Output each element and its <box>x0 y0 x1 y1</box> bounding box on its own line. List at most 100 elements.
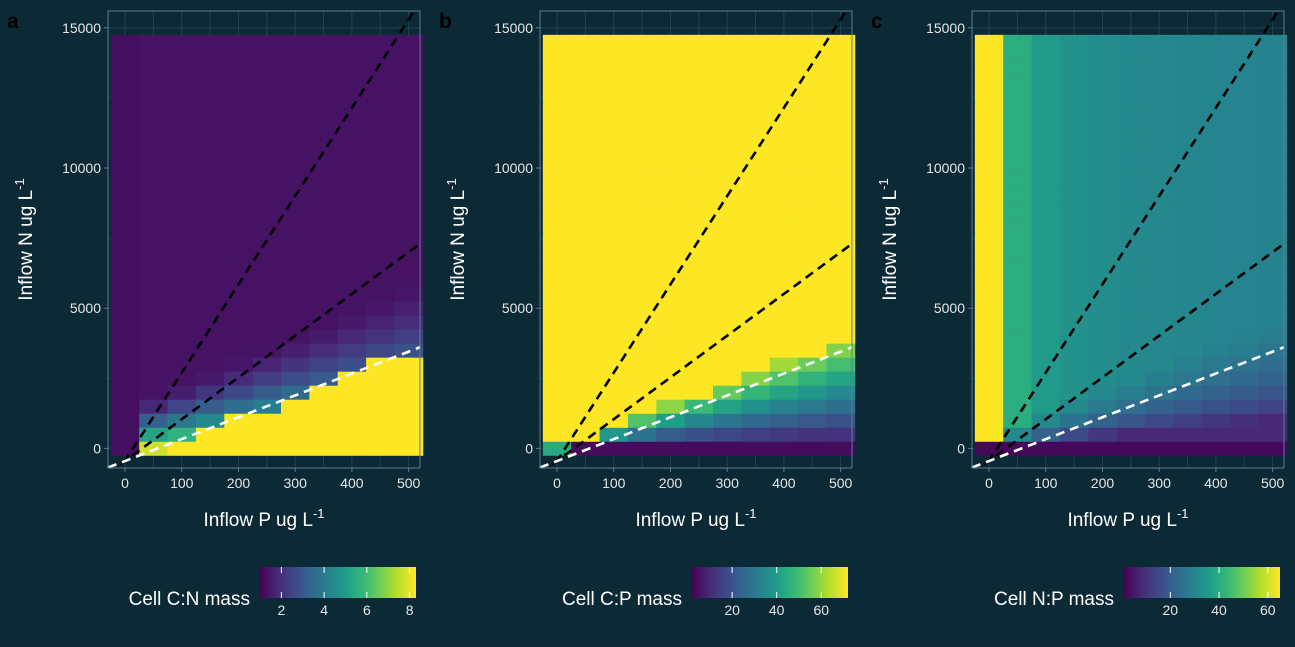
heatmap-cell <box>571 287 600 302</box>
heatmap-cell <box>195 259 225 274</box>
heatmap-cell <box>741 90 771 106</box>
heatmap-cell <box>542 385 572 400</box>
heatmap-cell <box>1003 287 1032 302</box>
heatmap-cell <box>309 259 339 274</box>
heatmap-cell <box>224 189 254 204</box>
heatmap-cell <box>252 118 282 134</box>
heatmap-cell <box>1088 301 1118 316</box>
heatmap-cell <box>627 273 657 288</box>
heatmap-cell <box>1059 315 1089 330</box>
x-tick-label: 400 <box>340 475 364 491</box>
heatmap-cell <box>1059 441 1089 456</box>
heatmap-cell <box>1258 287 1288 302</box>
heatmap-cell <box>309 441 339 456</box>
heatmap-cell <box>798 146 827 162</box>
heatmap-cell <box>252 385 282 400</box>
heatmap-cell <box>309 104 339 120</box>
heatmap-cell <box>1230 175 1259 190</box>
heatmap-cell <box>741 273 771 288</box>
heatmap-cell <box>826 441 856 456</box>
heatmap-cell <box>309 34 339 50</box>
heatmap-cell <box>571 315 600 330</box>
heatmap-cell <box>656 315 686 330</box>
heatmap-cell <box>139 146 168 162</box>
heatmap-cell <box>1173 132 1203 148</box>
heatmap-cell <box>571 399 600 414</box>
heatmap-cell <box>195 315 225 330</box>
heatmap-cell <box>1173 118 1203 134</box>
heatmap-cell <box>1088 175 1118 190</box>
heatmap-cell <box>366 427 395 442</box>
heatmap-cell <box>1003 132 1032 148</box>
heatmap-cell <box>741 76 771 92</box>
heatmap-cell <box>224 132 254 148</box>
heatmap-cell <box>684 259 714 274</box>
heatmap-cell <box>1088 385 1118 400</box>
heatmap-cell <box>195 146 225 162</box>
heatmap-cell <box>167 259 197 274</box>
heatmap-cell <box>1088 90 1118 106</box>
heatmap-cell <box>1116 371 1146 386</box>
heatmap-cell <box>281 441 310 456</box>
heatmap-cell <box>337 118 367 134</box>
heatmap-cell <box>195 118 225 134</box>
heatmap-cell <box>1201 161 1231 176</box>
heatmap-cell <box>366 203 395 218</box>
heatmap-cell <box>1173 90 1203 106</box>
heatmap-cell <box>366 132 395 148</box>
heatmap-cell <box>684 175 714 190</box>
heatmap-cell <box>1145 104 1174 120</box>
heatmap-cell <box>769 189 799 204</box>
heatmap-cell <box>1116 287 1146 302</box>
heatmap-cell <box>1031 329 1061 344</box>
heatmap-cell <box>1201 62 1231 78</box>
heatmap-cell <box>1031 132 1061 148</box>
heatmap-cell <box>656 161 686 176</box>
heatmap-cell <box>741 146 771 162</box>
heatmap-cell <box>599 273 629 288</box>
heatmap-cell <box>1201 48 1231 64</box>
heatmap-cell <box>769 357 799 372</box>
heatmap-cell <box>1258 301 1288 316</box>
heatmap-cell <box>252 161 282 176</box>
heatmap-cell <box>1088 329 1118 344</box>
heatmap-cell <box>167 441 197 456</box>
heatmap-cell <box>1031 118 1061 134</box>
heatmap-cell <box>309 301 339 316</box>
heatmap-cell <box>394 399 424 414</box>
heatmap-cell <box>542 118 572 134</box>
heatmap-cell <box>656 48 686 64</box>
heatmap-cell <box>1059 259 1089 274</box>
heatmap-cell <box>1201 245 1231 260</box>
heatmap-cell <box>1059 357 1089 372</box>
heatmap-cell <box>1059 104 1089 120</box>
heatmap-cell <box>974 413 1004 428</box>
heatmap-cell <box>599 231 629 246</box>
heatmap-cell <box>139 203 168 218</box>
heatmap-cell <box>252 90 282 106</box>
heatmap-cell <box>571 90 600 106</box>
heatmap-cell <box>110 273 140 288</box>
heatmap-cell <box>656 175 686 190</box>
dashed-line-2 <box>977 242 1284 468</box>
heatmap-cell <box>713 315 742 330</box>
heatmap-cell <box>684 217 714 232</box>
heatmap-cell <box>974 329 1004 344</box>
heatmap-cell <box>571 104 600 120</box>
heatmap-cell <box>309 343 339 358</box>
heatmap-cell <box>974 76 1004 92</box>
heatmap-cell <box>309 161 339 176</box>
x-axis-label: Inflow P ug L-1 <box>1067 506 1188 531</box>
heatmap-cell <box>1145 48 1174 64</box>
heatmap-cell <box>656 132 686 148</box>
heatmap-cell <box>1031 343 1061 358</box>
heatmap-cell <box>195 329 225 344</box>
heatmap-cell <box>798 427 827 442</box>
heatmap-cell <box>224 329 254 344</box>
heatmap-cell <box>1230 90 1259 106</box>
heatmap-cell <box>195 301 225 316</box>
heatmap-cell <box>337 329 367 344</box>
heatmap-cell <box>224 301 254 316</box>
x-tick-label: 0 <box>985 475 993 491</box>
